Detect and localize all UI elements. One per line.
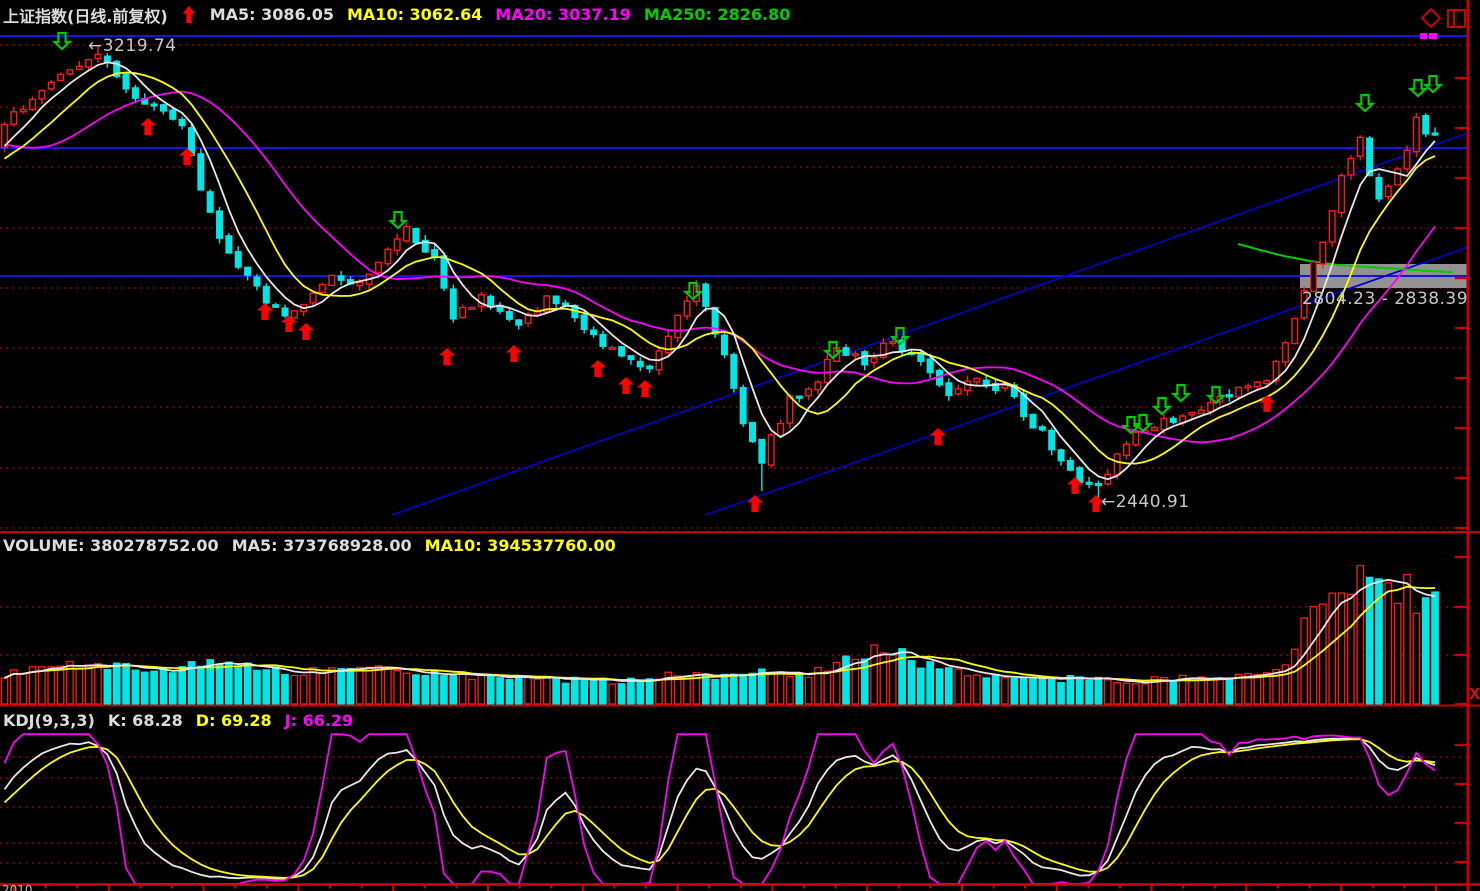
grid-layer — [0, 44, 1467, 864]
volume-value: VOLUME: 380278752.00 — [3, 536, 219, 555]
kdj-name: KDJ(9,3,3) — [3, 711, 95, 730]
trendlines-layer — [0, 35, 1469, 516]
ma20-value: MA20: 3037.19 — [495, 5, 631, 24]
signal-arrows-layer — [51, 31, 1444, 512]
ma250-value: MA250: 2826.80 — [643, 5, 791, 24]
diamond-tool-icon[interactable] — [1420, 7, 1442, 29]
kdj-j-value: J: 66.29 — [284, 711, 354, 730]
kdj-k-value: K: 68.28 — [107, 711, 183, 730]
low-price-annotation: ←2440.91 — [1101, 492, 1190, 512]
price-range-annotation: 2804.23 - 2838.39 — [1302, 289, 1469, 309]
date-axis-partial-label: 2010 — [2, 885, 33, 891]
kdj-header: KDJ(9,3,3) K: 68.28 D: 69.28 J: 66.29 — [3, 708, 353, 733]
volume-ma10-value: MA10: 394537760.00 — [424, 536, 616, 555]
ma5-value: MA5: 3086.05 — [209, 5, 334, 24]
volume-header: VOLUME: 380278752.00 MA5: 373768928.00 M… — [3, 533, 616, 558]
kdj-layer — [3, 733, 1436, 885]
symbol-title: 上证指数(日线.前复权) — [3, 6, 168, 26]
candles-layer — [1, 46, 1439, 500]
moving-averages-layer — [3, 61, 1436, 481]
up-arrow-icon — [182, 6, 196, 23]
chart-title-bar: 上证指数(日线.前复权) MA5: 3086.05 MA10: 3062.64 … — [3, 2, 790, 27]
volume-layer — [0, 564, 1439, 705]
volume-ma5-value: MA5: 373768928.00 — [231, 536, 412, 555]
close-volume-pane-button[interactable]: X — [1469, 685, 1480, 703]
ma10-value: MA10: 3062.64 — [347, 5, 483, 24]
high-price-annotation: ←3219.74 — [88, 36, 177, 56]
kdj-d-value: D: 69.28 — [195, 711, 272, 730]
window-layout-icon[interactable] — [1446, 8, 1468, 30]
